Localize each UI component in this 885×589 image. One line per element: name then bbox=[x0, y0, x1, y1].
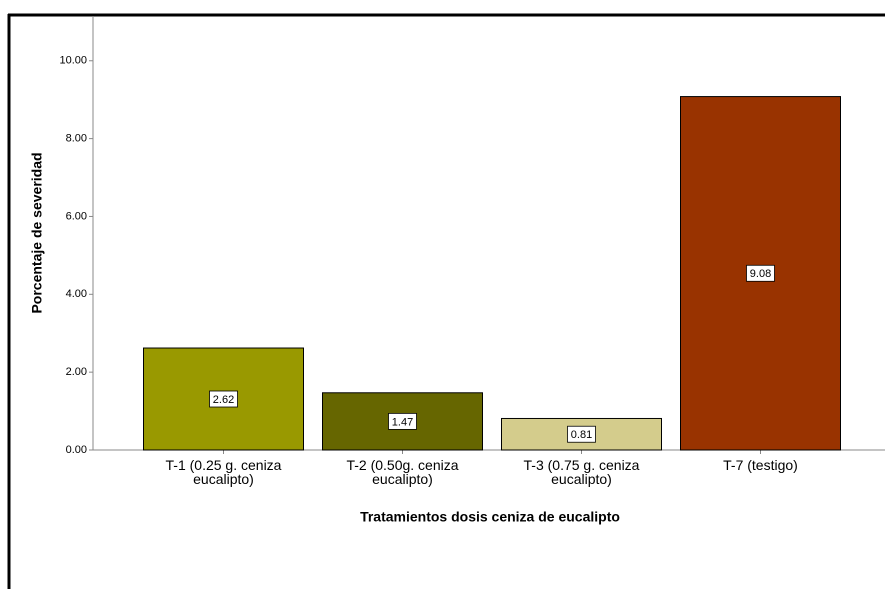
value-label: 0.81 bbox=[571, 429, 592, 441]
y-tick-label: 2.00 bbox=[66, 366, 87, 378]
value-label-box bbox=[567, 425, 596, 443]
y-tick-label: 0.00 bbox=[66, 444, 87, 456]
y-axis-title: Porcentaje de severidad bbox=[29, 152, 45, 313]
x-tick-label: T-3 (0.75 g. ceniza eucalipto) bbox=[523, 457, 640, 487]
x-tick-label: T-7 (testigo) bbox=[723, 457, 798, 473]
value-label-box bbox=[209, 390, 238, 408]
value-label: 1.47 bbox=[392, 416, 413, 428]
x-axis-title: Tratamientos dosis ceniza de eucalipto bbox=[360, 509, 620, 525]
y-tick-label: 8.00 bbox=[66, 133, 87, 145]
value-label-box bbox=[746, 264, 775, 282]
y-tick-label: 6.00 bbox=[66, 210, 87, 222]
value-label-box bbox=[388, 412, 417, 430]
x-tick-label: T-2 (0.50g. ceniza eucalipto) bbox=[346, 457, 459, 487]
x-tick-label: T-1 (0.25 g. ceniza eucalipto) bbox=[165, 457, 282, 487]
value-label: 9.08 bbox=[750, 268, 771, 280]
y-tick-label: 4.00 bbox=[66, 288, 87, 300]
value-label: 2.62 bbox=[213, 394, 234, 406]
y-tick-label: 10.00 bbox=[59, 55, 87, 67]
